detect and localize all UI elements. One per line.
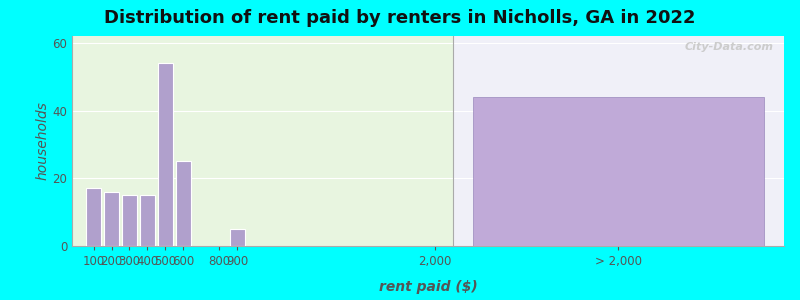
Bar [86,188,101,246]
Bar [230,229,245,246]
Bar [104,192,119,246]
Bar [140,195,155,246]
Text: Distribution of rent paid by renters in Nicholls, GA in 2022: Distribution of rent paid by renters in … [104,9,696,27]
Bar [176,161,191,246]
Text: City-Data.com: City-Data.com [685,42,774,52]
Bar [122,195,137,246]
Bar [158,63,173,246]
Bar [473,97,764,246]
Y-axis label: households: households [35,102,50,180]
Text: rent paid ($): rent paid ($) [378,280,478,294]
